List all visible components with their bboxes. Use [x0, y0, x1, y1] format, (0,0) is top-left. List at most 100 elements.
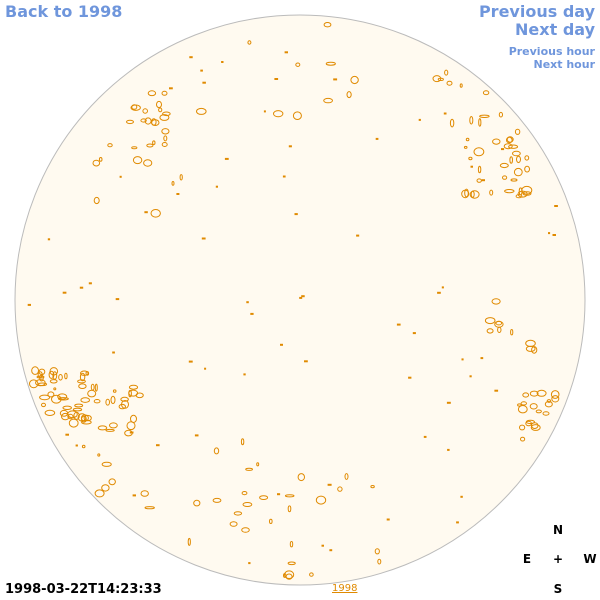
contour-speck: [299, 296, 303, 299]
contour-speck: [546, 399, 552, 403]
contour-speck: [350, 75, 359, 85]
contour-speck: [94, 383, 98, 392]
contour-speck: [248, 562, 251, 565]
contour-speck: [259, 495, 269, 501]
contour-speck: [517, 405, 528, 414]
contour-speck: [169, 87, 173, 90]
contour-speck: [346, 91, 352, 99]
contour-speck: [515, 194, 523, 199]
contour-speck: [374, 548, 380, 555]
contour-speck: [280, 343, 283, 346]
contour-speck: [370, 485, 375, 489]
contour-speck: [304, 360, 308, 363]
contour-speck: [551, 395, 560, 403]
contour-speck: [246, 301, 249, 304]
contour-speck: [47, 238, 51, 241]
contour-speck: [105, 398, 110, 406]
contour-speck: [140, 118, 147, 123]
contour-speck: [150, 209, 161, 218]
contour-speck: [509, 156, 514, 164]
contour-speck: [470, 190, 475, 198]
contour-speck: [517, 403, 522, 407]
contour-speck: [92, 159, 101, 167]
contour-speck: [27, 303, 32, 306]
contour-speck: [213, 447, 220, 455]
contour-speck: [284, 570, 295, 580]
contour-speck: [460, 495, 463, 498]
contour-speck: [263, 110, 266, 113]
contour-speck: [489, 189, 494, 196]
contour-speck: [309, 572, 314, 577]
back-to-year-link[interactable]: Back to 1998: [5, 2, 123, 21]
contour-speck: [85, 371, 90, 376]
contour-speck: [176, 193, 180, 195]
contour-speck: [221, 61, 224, 63]
contour-speck: [161, 142, 168, 147]
contour-speck: [62, 405, 72, 410]
contour-speck: [468, 156, 473, 161]
next-hour-link[interactable]: Next hour: [533, 58, 596, 71]
contour-speck: [329, 549, 333, 552]
contour-speck: [120, 396, 129, 402]
contour-speck: [522, 392, 530, 398]
contour-speck: [287, 505, 292, 513]
contour-speck: [494, 389, 499, 392]
contour-speck: [548, 232, 551, 235]
contour-speck: [482, 90, 490, 96]
contour-speck: [469, 116, 474, 125]
contour-speck: [473, 147, 485, 157]
contour-speck: [529, 403, 538, 410]
contour-speck: [132, 494, 137, 497]
compass-south-label: S: [553, 582, 563, 596]
year-link[interactable]: 1998: [332, 583, 358, 594]
contour-speck: [245, 467, 254, 471]
contour-speck: [79, 286, 84, 289]
contour-speck: [98, 157, 103, 162]
compass-north-label: N: [552, 523, 564, 537]
contour-speck: [241, 491, 248, 496]
contour-speck: [101, 484, 110, 492]
contour-speck: [144, 506, 155, 510]
contour-speck: [441, 286, 444, 289]
contour-speck: [189, 56, 193, 59]
contour-speck: [465, 137, 470, 142]
contour-speck: [456, 521, 459, 524]
contour-speck: [171, 181, 175, 186]
contour-speck: [179, 174, 183, 181]
previous-hour-link[interactable]: Previous hour: [508, 45, 595, 58]
contour-speck: [423, 435, 427, 438]
contour-speck: [81, 444, 86, 449]
contour-speck: [131, 104, 138, 110]
contour-speck: [375, 137, 379, 140]
contour-speck: [337, 486, 343, 492]
contour-speck: [508, 144, 519, 149]
contour-speck: [44, 409, 56, 416]
contour-speck: [469, 190, 480, 199]
contour-speck: [147, 90, 157, 97]
contour-speck: [478, 118, 482, 127]
contour-speck: [554, 205, 558, 207]
contour-speck: [144, 117, 152, 125]
contour-speck: [74, 403, 84, 408]
contour-speck: [115, 298, 120, 301]
next-day-link[interactable]: Next day: [515, 20, 595, 39]
contour-speck: [31, 366, 39, 375]
contour-speck: [129, 431, 134, 434]
contour-speck: [78, 383, 87, 390]
contour-speck: [126, 119, 134, 125]
contour-speck: [162, 111, 171, 117]
observation-timestamp: 1998-03-22T14:23:33: [5, 582, 162, 597]
contour-speck: [288, 145, 292, 148]
contour-speck: [481, 179, 486, 182]
contour-speck: [53, 387, 57, 391]
previous-day-link[interactable]: Previous day: [478, 2, 595, 21]
contour-speck: [128, 384, 139, 390]
compass-west-label: W: [583, 552, 597, 566]
compass-center-mark: +: [552, 552, 564, 566]
contour-speck: [498, 111, 503, 118]
solar-disk: [14, 14, 586, 586]
contour-speck: [459, 83, 463, 88]
contour-speck: [196, 107, 207, 115]
contour-speck: [62, 291, 67, 294]
